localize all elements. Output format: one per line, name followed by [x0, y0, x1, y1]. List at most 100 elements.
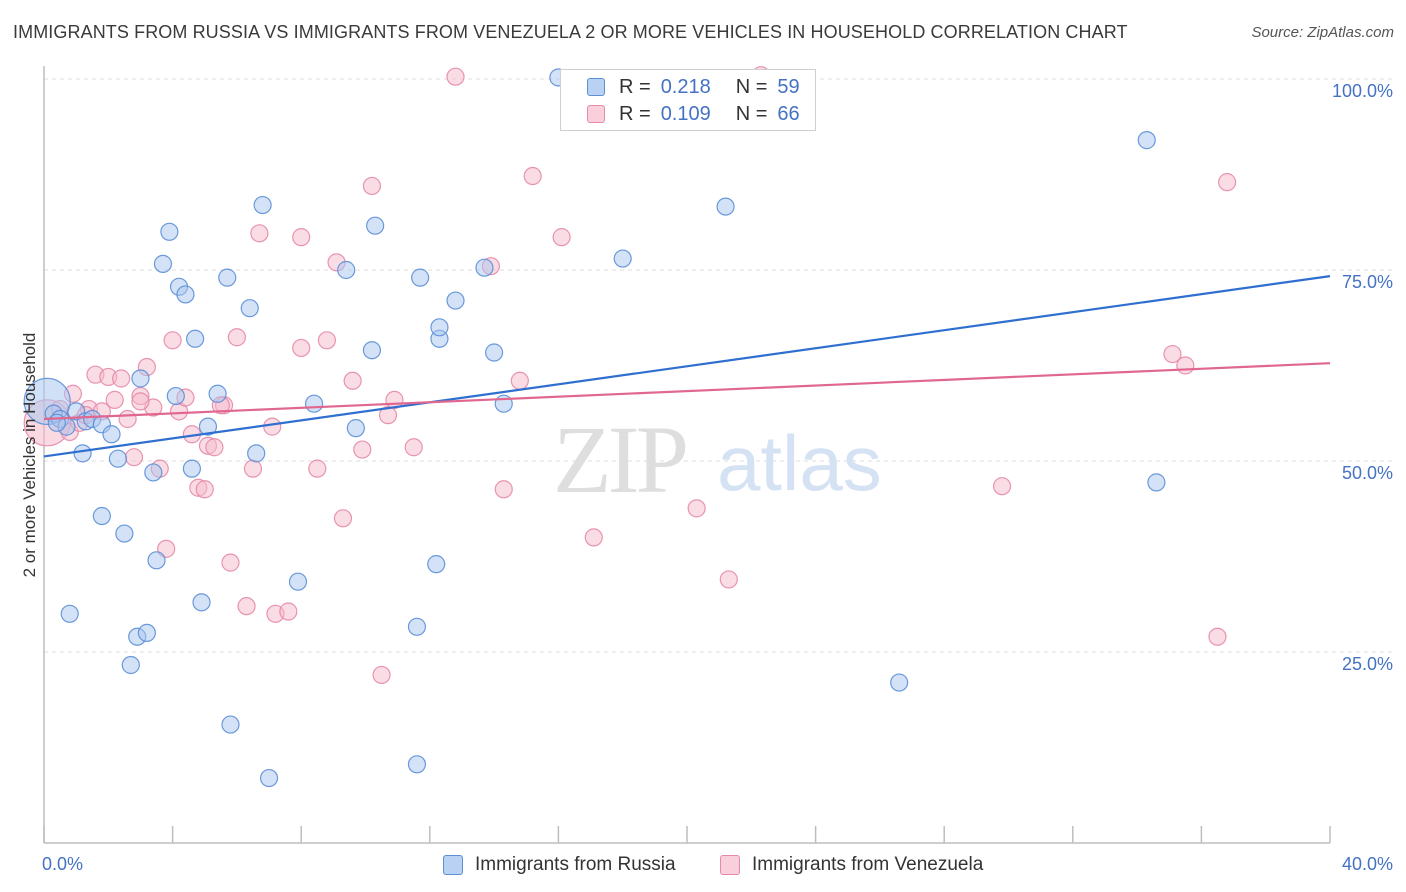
venezuela-point	[584, 528, 603, 547]
russia-point	[366, 216, 385, 235]
russia-point	[182, 459, 201, 478]
russia-point	[407, 755, 427, 774]
legend-r-label: R =	[619, 75, 651, 98]
venezuela-point	[372, 665, 391, 685]
russia-point	[144, 463, 163, 482]
watermark: ZIP atlas	[553, 406, 882, 513]
russia-point	[337, 260, 356, 280]
russia-point	[1147, 473, 1166, 492]
grid-lines	[44, 78, 1392, 653]
venezuela-point	[1176, 356, 1195, 375]
venezuela-point	[1163, 344, 1182, 364]
russia-point	[60, 604, 79, 623]
russia-point	[346, 419, 365, 438]
russia-point	[362, 341, 382, 360]
russia-point	[247, 444, 266, 463]
legend-row-venezuela: R = 0.109 N = 66	[587, 102, 800, 126]
venezuela-point	[131, 392, 150, 411]
venezuela-point	[552, 228, 571, 247]
trend-lines	[43, 275, 1331, 458]
bottom-legend-label-venezuela: Immigrants from Venezuela	[752, 854, 984, 875]
venezuela-trend-line	[43, 362, 1331, 421]
russia-point	[485, 343, 504, 362]
russia-point	[115, 524, 134, 543]
venezuela-point	[292, 338, 311, 358]
x-tick-label: 40.0%	[1342, 854, 1393, 874]
watermark-atlas: atlas	[717, 419, 882, 507]
venezuela-point	[333, 509, 353, 528]
russia-point	[176, 285, 195, 304]
y-tick-label: 50.0%	[1342, 463, 1393, 483]
venezuela-point	[263, 417, 282, 436]
venezuela-point	[227, 328, 246, 347]
russia-point	[121, 655, 140, 675]
venezuela-point	[1218, 173, 1237, 192]
russia-point	[259, 768, 279, 788]
y-ticks: 25.0% 50.0% 75.0% 100.0%	[1332, 81, 1393, 674]
x-tick-label: 0.0%	[42, 854, 83, 874]
legend-r-label: R =	[619, 102, 651, 125]
venezuela-point	[118, 409, 137, 429]
russia-point	[304, 394, 324, 413]
venezuela-point	[494, 480, 513, 499]
venezuela-point	[362, 176, 382, 196]
russia-point	[108, 449, 128, 468]
russia-point	[208, 384, 227, 403]
chart-title: IMMIGRANTS FROM RUSSIA VS IMMIGRANTS FRO…	[13, 22, 1128, 42]
russia-point	[186, 329, 205, 348]
russia-point	[890, 673, 909, 692]
legend-row-russia: R = 0.218 N = 59	[587, 75, 800, 99]
russia-point	[475, 258, 494, 277]
russia-point	[613, 249, 632, 268]
venezuela-point	[343, 371, 362, 390]
venezuela-point	[105, 390, 124, 409]
correlation-legend: R = 0.218 N = 59 R = 0.109 N = 66	[560, 69, 816, 131]
russia-point	[147, 551, 166, 570]
legend-r-value-russia: 0.218	[660, 75, 711, 98]
bottom-legend-swatch-russia	[443, 855, 463, 875]
venezuela-point	[163, 331, 182, 350]
venezuela-point	[687, 499, 706, 518]
venezuela-point	[523, 166, 542, 186]
bottom-legend-label-russia: Immigrants from Russia	[475, 854, 676, 875]
venezuela-point	[243, 459, 263, 478]
russia-point	[288, 572, 308, 591]
y-axis-label: 2 or more Vehicles in Household	[20, 333, 39, 578]
venezuela-point	[317, 331, 337, 350]
legend-n-value-venezuela: 66	[777, 102, 800, 125]
bottom-legend-swatch-venezuela	[720, 855, 740, 875]
venezuela-point	[250, 224, 269, 243]
bottom-legend-russia: Immigrants from Russia	[443, 852, 676, 878]
russia-point	[221, 715, 240, 734]
watermark-zip: ZIP	[553, 406, 686, 513]
russia-point	[153, 254, 173, 273]
russia-point	[430, 318, 449, 337]
russia-point	[253, 195, 272, 215]
venezuela-point	[308, 459, 327, 478]
venezuela-point	[446, 67, 465, 86]
russia-point	[240, 299, 259, 318]
legend-r-value-venezuela: 0.109	[660, 102, 711, 125]
venezuela-point	[279, 602, 298, 621]
russia-point	[92, 506, 111, 526]
russia-point	[1137, 131, 1156, 150]
legend-n-label: N =	[735, 102, 768, 125]
russia-point	[73, 444, 92, 463]
legend-n-label: N =	[735, 75, 768, 98]
russia-point	[166, 386, 185, 406]
russia-point	[131, 369, 150, 388]
venezuela-point	[992, 477, 1012, 496]
russia-point	[198, 417, 218, 436]
venezuela-point	[1208, 627, 1227, 646]
legend-swatch-russia	[587, 78, 605, 96]
venezuela-point	[404, 438, 423, 457]
russia-point	[192, 593, 211, 612]
russia-trend-line	[43, 275, 1331, 458]
russia-point	[160, 222, 179, 241]
legend-swatch-venezuela	[587, 105, 605, 123]
venezuela-point	[195, 480, 214, 499]
russia-point	[137, 623, 156, 643]
venezuela-point	[353, 440, 372, 459]
russia-point	[47, 413, 66, 432]
